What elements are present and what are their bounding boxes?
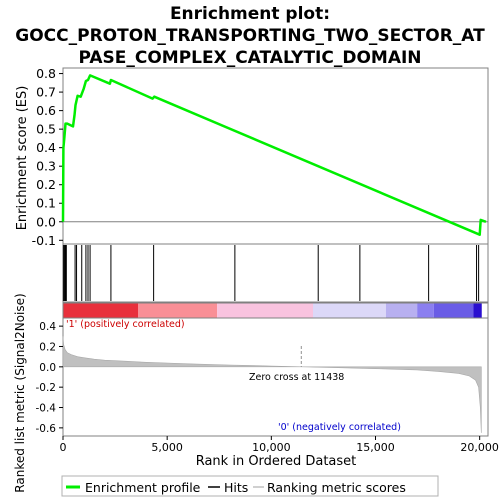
legend-box xyxy=(61,475,439,497)
metric-ytick-label: 0.2 xyxy=(39,341,56,353)
metric-panel-frame xyxy=(62,317,489,437)
metric-axis-label: Ranked list metric (Signal2Noise) xyxy=(13,293,27,492)
es-ytick-label: 0.0 xyxy=(36,214,56,229)
metric-ytick-label: 0.0 xyxy=(39,362,56,374)
enrichment-profile-line xyxy=(61,74,487,236)
x-axis-label: Rank in Ordered Dataset xyxy=(196,454,357,469)
colorbar-segment xyxy=(385,303,418,318)
metric-xtick-label: 15,000 xyxy=(356,441,395,454)
zero-cross-label: Zero cross at 11438 xyxy=(249,372,344,383)
legend-label-ranking-metric: Ranking metric scores xyxy=(267,480,406,495)
es-ytick-label: 0.2 xyxy=(36,177,56,192)
es-ytick-label: 0.7 xyxy=(36,85,56,100)
metric-xtick-label: 20,000 xyxy=(460,441,499,454)
chart-title-line3: PASE_COMPLEX_CATALYTIC_DOMAIN xyxy=(78,48,421,68)
colorbar-segment xyxy=(63,303,138,318)
neg-correlated-label: '0' (negatively correlated) xyxy=(278,422,401,433)
es-ytick-label: 0.8 xyxy=(36,66,56,81)
es-ytick-label: 0.6 xyxy=(36,103,56,118)
es-ytick-label: 0.5 xyxy=(36,122,56,137)
colorbar-segment xyxy=(433,303,474,318)
metric-panel: -0.6 -0.4 -0.2 0.0 0.2 0.4 0 5,000 10,000 15,000 2… xyxy=(36,317,499,454)
colorbar-segment xyxy=(417,303,434,318)
hits-panel xyxy=(62,243,489,303)
es-ytick-label: 0.4 xyxy=(36,140,56,155)
metric-xtick-label: 5,000 xyxy=(151,441,183,454)
legend: Enrichment profile Hits Ranking metric s… xyxy=(61,475,439,497)
es-ytick-label: 0.3 xyxy=(36,159,56,174)
es-panel: -0.1 0.0 0.1 0.2 0.3 0.4 0.5 0.6 0.7 0.8 xyxy=(32,66,489,248)
pos-correlated-label: '1' (positively correlated) xyxy=(66,319,185,330)
metric-ytick-label: -0.6 xyxy=(36,423,57,435)
legend-label-enrichment-profile: Enrichment profile xyxy=(85,480,201,495)
metric-xtick-label: 0 xyxy=(60,441,67,454)
colorbar-segment xyxy=(217,303,313,318)
colorbar-segment xyxy=(138,303,218,318)
es-panel-frame xyxy=(62,67,489,245)
metric-ytick-label: -0.4 xyxy=(36,403,57,415)
colorbar-segment xyxy=(313,303,386,318)
chart-title-line1: Enrichment plot: xyxy=(170,4,330,24)
es-axis-label: Enrichment score (ES) xyxy=(15,86,30,231)
legend-label-hits: Hits xyxy=(224,480,248,495)
ranking-metric-area xyxy=(62,336,482,433)
hits-panel-frame xyxy=(62,243,489,303)
ranked-list-colorbar xyxy=(62,302,489,319)
es-ytick-label: 0.1 xyxy=(36,196,56,211)
es-ytick-label: -0.1 xyxy=(32,233,56,248)
metric-ytick-label: -0.2 xyxy=(36,382,57,394)
metric-ytick-label: 0.4 xyxy=(39,321,56,333)
chart-title-line2: GOCC_PROTON_TRANSPORTING_TWO_SECTOR_AT xyxy=(15,26,485,46)
colorbar-segment xyxy=(473,303,482,318)
metric-xtick-label: 10,000 xyxy=(252,441,291,454)
